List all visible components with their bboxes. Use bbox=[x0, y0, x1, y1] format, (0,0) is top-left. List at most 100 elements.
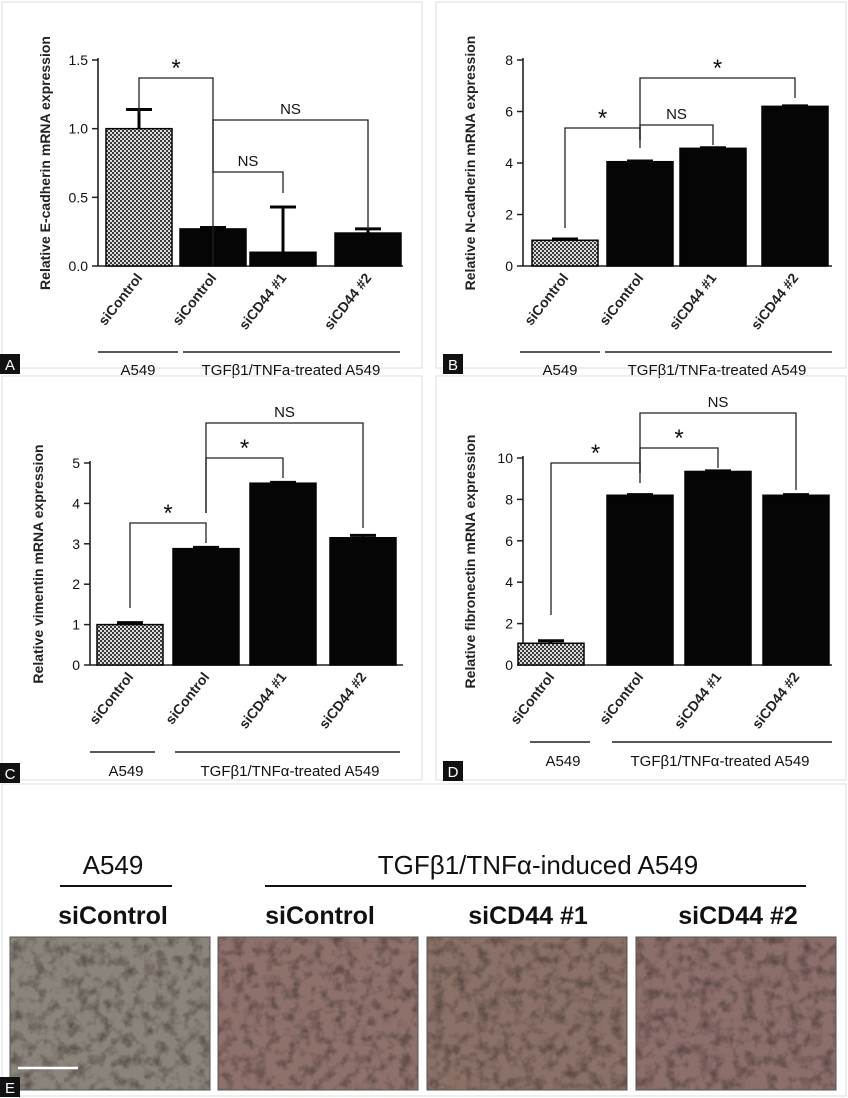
group-label: TGFβ1/TNFα-treated A549 bbox=[630, 753, 809, 770]
panel-tag-box bbox=[0, 1077, 20, 1097]
x-tick-label: siCD44 #1 bbox=[666, 270, 720, 333]
panel-tag-letter: D bbox=[448, 764, 459, 781]
panel-tag-letter: C bbox=[5, 766, 16, 783]
significance-star: * bbox=[713, 55, 722, 82]
x-tick-label: siCD44 #1 bbox=[236, 669, 290, 732]
significance-ns: NS bbox=[708, 394, 729, 411]
group-label: A549 bbox=[120, 362, 155, 379]
panel-frame bbox=[435, 375, 847, 781]
panel-tag-box bbox=[443, 761, 463, 781]
y-tick-label: 10 bbox=[497, 450, 513, 466]
x-tick-label: siControl bbox=[596, 669, 646, 727]
significance-ns: NS bbox=[666, 106, 687, 123]
y-tick-label: 4 bbox=[72, 495, 80, 511]
group-title-induced: TGFβ1/TNFα-induced A549 bbox=[378, 850, 698, 880]
x-tick-label: siControl bbox=[86, 669, 136, 727]
group-label: TGFβ1/TNFα-treated A549 bbox=[200, 763, 379, 780]
y-axis-label: Relative fibronectin mRNA expression bbox=[462, 435, 478, 689]
y-tick-label: 4 bbox=[505, 574, 513, 590]
significance-bracket bbox=[129, 522, 207, 608]
bar bbox=[531, 239, 599, 267]
panel-frame bbox=[1, 375, 423, 781]
bar bbox=[762, 494, 830, 666]
significance-star: * bbox=[591, 440, 600, 467]
x-tick-label: siControl bbox=[162, 669, 212, 727]
panel-tag-letter: E bbox=[5, 1080, 15, 1097]
panel-tag-box bbox=[443, 354, 463, 374]
bar bbox=[517, 642, 585, 666]
panel-tag-letter: B bbox=[448, 357, 458, 374]
x-tick-label: siCD44 #1 bbox=[671, 669, 725, 732]
bar bbox=[172, 547, 240, 666]
chart-panel-c: 0 1 2 3 4 5 Relative vimentin mRNA expression s… bbox=[0, 375, 423, 783]
y-tick-label: 2 bbox=[72, 576, 80, 592]
x-tick-label: siCD44 #2 bbox=[321, 270, 375, 333]
y-axis-label: Relative N-cadherin mRNA expression bbox=[462, 36, 478, 291]
significance-bracket bbox=[212, 140, 284, 193]
bar bbox=[684, 470, 752, 666]
y-tick-label: 8 bbox=[505, 52, 513, 68]
y-tick-label: 6 bbox=[505, 104, 513, 120]
x-tick-label: siCD44 #2 bbox=[748, 270, 802, 333]
micrograph-cells bbox=[636, 937, 836, 1090]
significance-star: * bbox=[163, 500, 172, 527]
panel-frame bbox=[435, 1, 847, 369]
group-title-a549: A549 bbox=[83, 850, 144, 880]
significance-bracket bbox=[639, 447, 719, 473]
y-tick-label: 0 bbox=[72, 657, 80, 673]
significance-ns: NS bbox=[238, 153, 259, 170]
bar bbox=[249, 482, 317, 666]
significance-star: * bbox=[240, 435, 249, 462]
group-label: A549 bbox=[542, 362, 577, 379]
y-axis-label: Relative E-cadherin mRNA expression bbox=[37, 36, 53, 290]
y-tick-label: 2 bbox=[505, 207, 513, 223]
panel-frame bbox=[1, 1, 423, 369]
micrograph-frame bbox=[217, 936, 419, 1091]
chart-panel-b: 0 2 4 6 8 Relative N-cadherin mRNA expression… bbox=[435, 1, 847, 379]
significance-bracket bbox=[639, 412, 797, 490]
y-tick-label: 4 bbox=[505, 155, 513, 171]
y-tick-label: 0.5 bbox=[69, 189, 89, 205]
significance-ns: NS bbox=[280, 101, 301, 118]
bar bbox=[249, 251, 317, 267]
y-tick-label: 0 bbox=[505, 657, 513, 673]
micrograph-cells bbox=[10, 937, 210, 1090]
panel-tag-box bbox=[0, 763, 20, 783]
micrograph-frame bbox=[9, 936, 211, 1091]
condition-label: siControl bbox=[58, 902, 168, 930]
panel-frame bbox=[1, 783, 847, 1097]
significance-bracket bbox=[639, 77, 796, 140]
significance-star: * bbox=[674, 425, 683, 452]
bar bbox=[606, 494, 674, 666]
condition-label: siCD44 #2 bbox=[678, 902, 798, 930]
y-tick-label: 1 bbox=[72, 617, 80, 633]
group-label: A549 bbox=[108, 763, 143, 780]
bar bbox=[105, 127, 173, 267]
bar bbox=[334, 232, 402, 267]
y-tick-label: 3 bbox=[72, 536, 80, 552]
condition-label: siCD44 #1 bbox=[468, 902, 588, 930]
y-tick-label: 1.0 bbox=[69, 121, 89, 137]
x-tick-label: siControl bbox=[596, 270, 646, 328]
x-tick-label: siCD44 #2 bbox=[316, 669, 370, 732]
significance-ns: NS bbox=[274, 404, 295, 421]
y-axis-label: Relative vimentin mRNA expression bbox=[30, 444, 46, 683]
y-tick-label: 6 bbox=[505, 533, 513, 549]
group-label: TGFβ1/TNFa-treated A549 bbox=[628, 362, 807, 379]
x-tick-label: siCD44 #2 bbox=[749, 669, 803, 732]
group-label: A549 bbox=[545, 753, 580, 770]
chart-panel-a: 0.0 0.5 1.0 1.5 Relative E-cadherin mRNA exp… bbox=[0, 1, 423, 379]
significance-bracket bbox=[639, 124, 714, 145]
bar bbox=[329, 536, 397, 666]
y-tick-label: 8 bbox=[505, 491, 513, 507]
panel-tag-letter: A bbox=[5, 357, 15, 374]
group-label: TGFβ1/TNFa-treated A549 bbox=[202, 362, 381, 379]
y-tick-label: 2 bbox=[505, 616, 513, 632]
bar bbox=[679, 147, 747, 267]
condition-label: siControl bbox=[265, 902, 375, 930]
bar bbox=[606, 160, 674, 267]
x-tick-label: siControl bbox=[507, 669, 557, 727]
y-tick-label: 0.0 bbox=[69, 258, 89, 274]
